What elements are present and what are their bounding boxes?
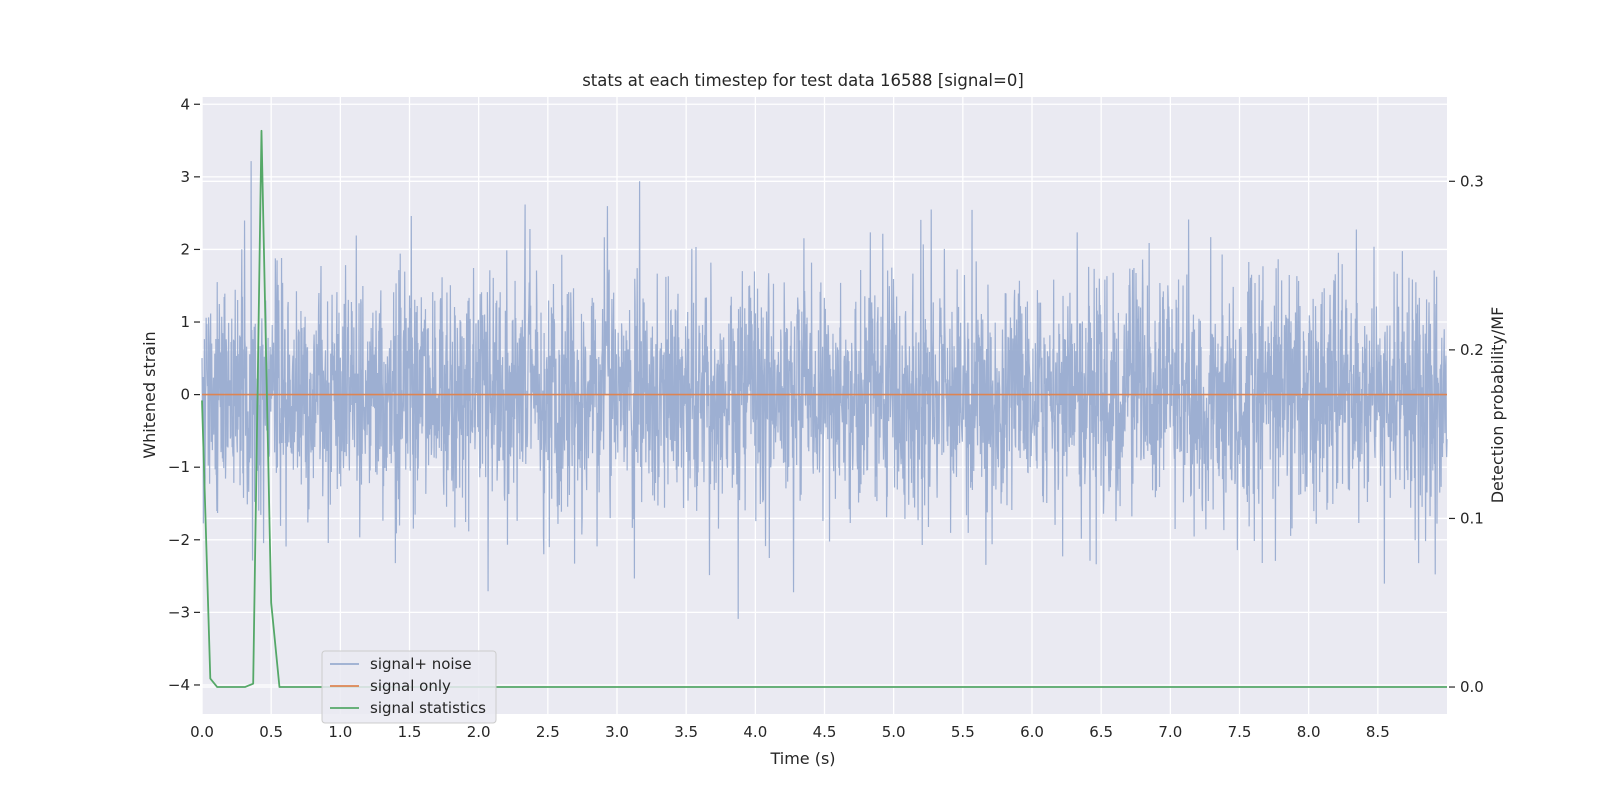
legend-box	[321, 650, 497, 724]
y-tick-label-right: 0.1	[1460, 509, 1484, 527]
y-tick-label-right: 0.0	[1460, 678, 1484, 696]
y-tick-label-left: −3	[168, 603, 190, 621]
y-tick-label-left: 3	[180, 168, 190, 186]
x-tick-label: 6.0	[1020, 723, 1044, 741]
x-tick-label: 4.5	[813, 723, 837, 741]
series-signal-noise-line	[201, 161, 1448, 619]
legend-label-noise: signal+ noise	[370, 655, 472, 673]
x-tick-label: 0.0	[190, 723, 214, 741]
legend-label-statistics: signal statistics	[370, 699, 486, 717]
y-tick-label-left: 2	[180, 240, 190, 258]
x-tick-label: 3.5	[674, 723, 698, 741]
legend-label-signal-only: signal only	[370, 677, 451, 695]
x-tick-label: 0.5	[259, 723, 283, 741]
x-tick-label: 8.0	[1297, 723, 1321, 741]
y-tick-label-left: −1	[168, 458, 190, 476]
x-tick-label: 1.0	[328, 723, 352, 741]
chart-title: stats at each timestep for test data 165…	[582, 71, 1024, 90]
y-axis-label-right: Detection probability/MF	[1488, 307, 1507, 504]
x-tick-label: 2.5	[536, 723, 560, 741]
x-tick-label: 4.0	[743, 723, 767, 741]
x-tick-label: 5.0	[882, 723, 906, 741]
x-tick-label: 6.5	[1089, 723, 1113, 741]
x-tick-label: 5.5	[951, 723, 975, 741]
y-tick-label-left: −2	[168, 531, 190, 549]
y-tick-label-right: 0.2	[1460, 341, 1484, 359]
y-tick-label-left: 0	[180, 386, 190, 404]
y-tick-label-right: 0.3	[1460, 172, 1484, 190]
y-axis-label-left: Whitened strain	[140, 331, 159, 458]
ticks-layer: 0.0 0.5 1.0 1.5 2.0 2.5 3.0 3.5 4.0 4.5 5.0 5.5 6.0 6…	[168, 95, 1484, 741]
x-tick-label: 1.5	[398, 723, 422, 741]
y-tick-label-left: 4	[180, 95, 190, 113]
series-layer	[201, 129, 1448, 688]
series-signal-statistics-line	[201, 129, 1447, 688]
y-tick-label-left: −4	[168, 676, 190, 694]
y-tick-label-left: 1	[180, 313, 190, 331]
x-tick-label: 7.5	[1228, 723, 1252, 741]
x-axis-label: Time (s)	[769, 749, 835, 768]
x-tick-label: 3.0	[605, 723, 629, 741]
x-tick-label: 8.5	[1366, 723, 1390, 741]
legend: signal+ noise signal only signal statist…	[321, 650, 497, 724]
x-tick-label: 7.0	[1158, 723, 1182, 741]
x-tick-label: 2.0	[467, 723, 491, 741]
